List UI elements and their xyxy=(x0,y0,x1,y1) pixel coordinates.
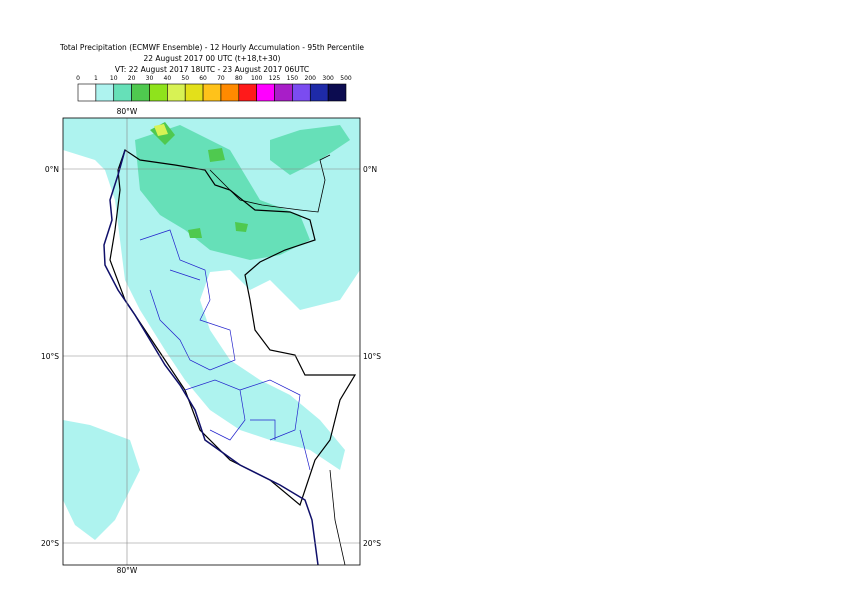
map xyxy=(63,118,360,565)
title-line: VT: 22 August 2017 18UTC - 23 August 201… xyxy=(115,65,309,74)
lon-label: 80°W xyxy=(117,566,138,575)
colorbar-swatch xyxy=(167,83,186,102)
colorbar-label: 500 xyxy=(340,75,352,82)
colorbar-label: 200 xyxy=(305,75,317,82)
colorbar-swatch xyxy=(95,83,115,102)
colorbar-swatch xyxy=(256,83,275,102)
colorbar-label: 20 xyxy=(128,75,136,82)
title-line: 22 August 2017 00 UTC (t+18,t+30) xyxy=(144,54,281,63)
colorbar-swatch xyxy=(149,83,168,102)
colorbar-label: 40 xyxy=(164,75,172,82)
title-line: Total Precipitation (ECMWF Ensemble) - 1… xyxy=(59,43,364,52)
colorbar: 0 1 10 20 30 40 50 60 70 80 100 125 150 200 300 500 xyxy=(76,75,352,102)
colorbar-label: 1 xyxy=(94,75,98,82)
precip-area xyxy=(63,118,360,470)
colorbar-swatch xyxy=(77,83,97,102)
colorbar-swatch xyxy=(309,83,329,102)
lat-label: 0°N xyxy=(363,165,377,174)
lon-label: 80°W xyxy=(117,107,138,116)
colorbar-swatch xyxy=(274,83,293,102)
colorbar-label: 0 xyxy=(76,75,80,82)
colorbar-swatch xyxy=(220,83,240,102)
colorbar-label: 50 xyxy=(181,75,189,82)
colorbar-swatch xyxy=(238,83,257,102)
colorbar-label: 125 xyxy=(269,75,281,82)
colorbar-label: 30 xyxy=(146,75,154,82)
colorbar-swatch xyxy=(327,83,347,102)
colorbar-swatch xyxy=(113,83,132,102)
lat-label: 0°N xyxy=(45,165,59,174)
colorbar-label: 10 xyxy=(110,75,118,82)
colorbar-label: 100 xyxy=(251,75,263,82)
colorbar-swatch xyxy=(184,83,204,102)
precip-core xyxy=(154,124,168,136)
colorbar-swatch xyxy=(202,83,222,102)
colorbar-label: 80 xyxy=(235,75,243,82)
colorbar-label: 150 xyxy=(287,75,299,82)
region-border xyxy=(139,229,311,471)
coastline xyxy=(103,149,319,565)
colorbar-swatch xyxy=(131,83,150,102)
precip-area xyxy=(270,125,350,175)
colorbar-label: 70 xyxy=(217,75,225,82)
map-frame xyxy=(62,117,361,566)
lat-label: 20°S xyxy=(41,539,59,548)
lat-label: 10°S xyxy=(41,352,59,361)
colorbar-label: 60 xyxy=(199,75,207,82)
colorbar-swatch xyxy=(292,83,311,102)
colorbar-label: 300 xyxy=(322,75,334,82)
lat-label: 10°S xyxy=(363,352,381,361)
lat-label: 20°S xyxy=(363,539,381,548)
border xyxy=(209,154,346,565)
precip-area xyxy=(135,125,310,260)
precip-area xyxy=(63,420,140,540)
